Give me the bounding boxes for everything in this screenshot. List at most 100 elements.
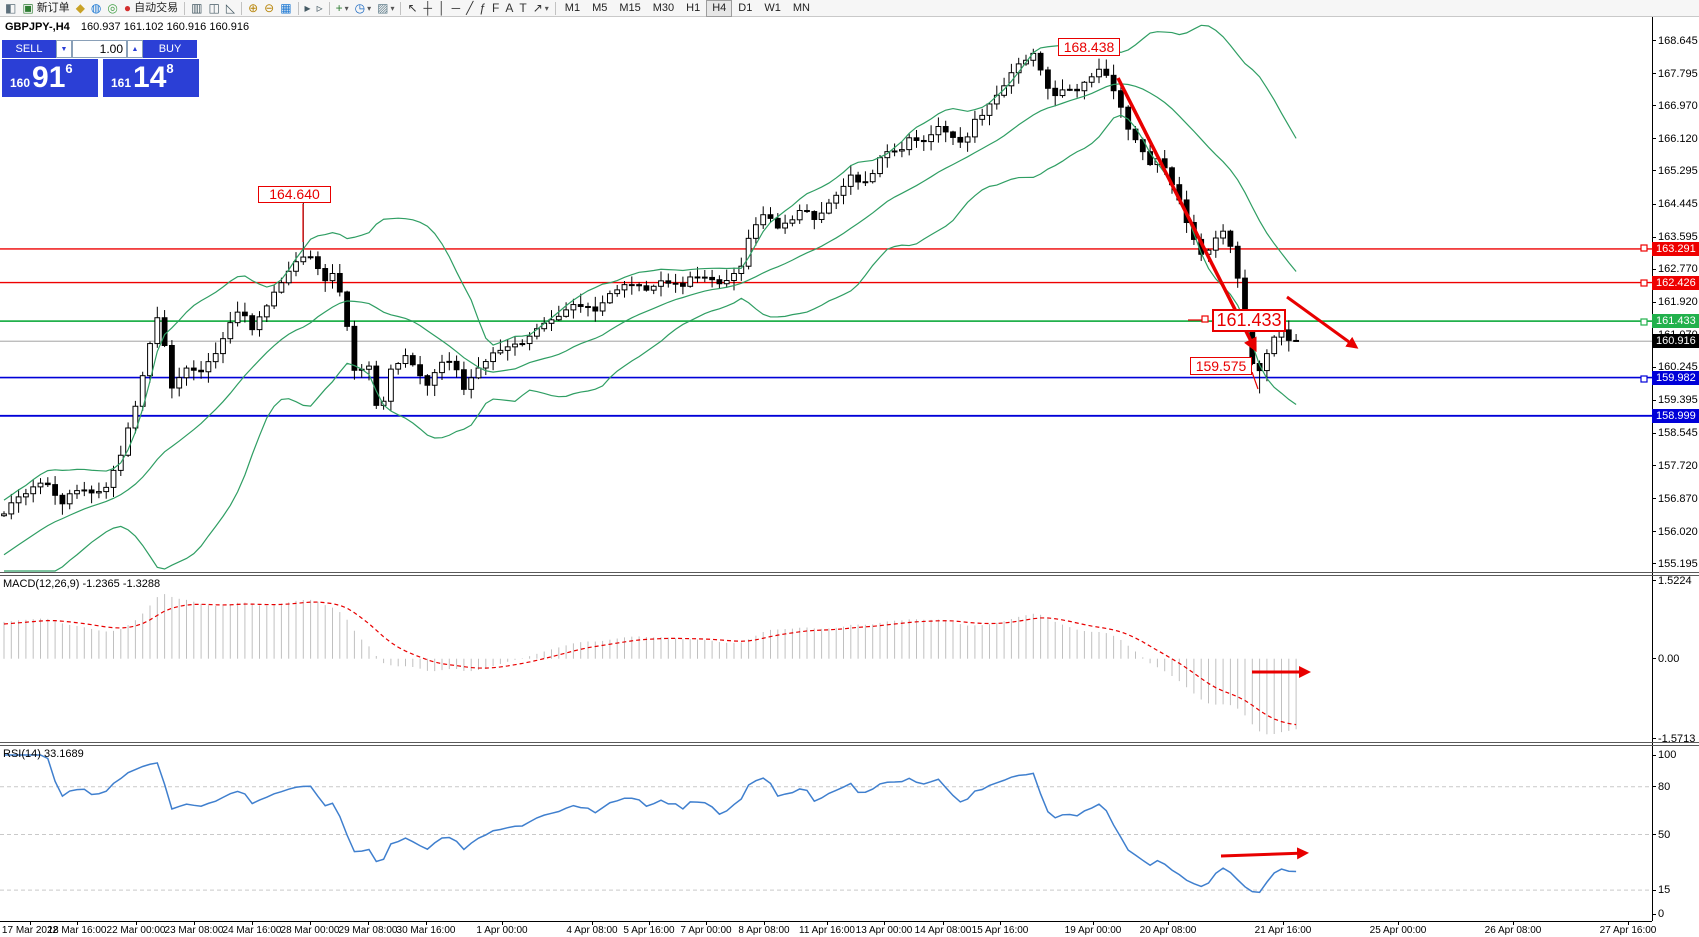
price-annotation-box[interactable]: 168.438	[1058, 38, 1120, 56]
chart-window-icon[interactable]: ◧	[2, 1, 19, 16]
text-button[interactable]: A	[502, 1, 516, 16]
terminal-button[interactable]: ◍	[88, 1, 104, 16]
timeframe-m5-button[interactable]: M5	[592, 1, 608, 14]
date-axis-border	[0, 921, 1652, 922]
timeframe-h4-button[interactable]: H4	[706, 0, 733, 17]
sell-price-pip: 6	[65, 61, 73, 76]
fibonacci-icon: ƒ	[479, 0, 486, 15]
bar-chart-icon: ▥	[191, 0, 203, 15]
macd-panel-splitter-line	[0, 575, 1699, 576]
timeframe-mn-button[interactable]: MN	[792, 1, 810, 14]
arrows-button[interactable]: ↗ ▾	[530, 1, 552, 16]
candlestick-series	[1, 48, 1299, 520]
horizontal-line-icon: ─	[451, 0, 461, 15]
price-axis-border	[1652, 16, 1653, 921]
toolbar: ◧ ▣ 新订单 ◆ ◍ ◎ ● 自动交易 ▥ ◫ ◺ ⊕ ⊖ ▦ ▸ ▹ + ▾ ◷ ▾ ▨ ▾ ↖ ┼ │ ─ ╱ ƒ F A T ↗ ▾ M1…	[0, 0, 1699, 17]
styler-button[interactable]: ◆	[73, 1, 88, 16]
sell-price-display[interactable]: 160 91 6	[2, 59, 98, 97]
toolbar-separator	[184, 1, 186, 15]
timeframe-m30-button[interactable]: M30	[652, 1, 675, 14]
signal-button[interactable]: ◎	[104, 1, 120, 16]
candlestick-chart-button[interactable]: ◫	[205, 1, 222, 16]
bar-chart-button[interactable]: ▥	[188, 1, 205, 16]
channel-icon: F	[492, 0, 500, 15]
auto-scroll-button[interactable]: ▹	[314, 1, 326, 16]
text-label-button[interactable]: T	[516, 1, 529, 16]
arrows-icon: ↗	[532, 0, 543, 15]
vertical-line-button[interactable]: │	[435, 1, 449, 16]
rsi-indicator-label: RSI(14) 33.1689	[3, 748, 84, 760]
line-chart-icon: ◺	[225, 0, 236, 15]
channel-button[interactable]: F	[489, 1, 502, 16]
buy-price-big: 14	[133, 61, 167, 94]
lot-size-input[interactable]	[72, 40, 127, 58]
timeframe-m1-button[interactable]: M1	[564, 1, 581, 14]
buy-price-display[interactable]: 161 14 8	[103, 59, 199, 97]
auto-scroll-icon: ▹	[316, 0, 323, 15]
periods-icon: ◷	[354, 0, 366, 15]
scroll-to-end-button[interactable]: ▸	[302, 1, 314, 16]
price-annotation-box[interactable]: 159.575	[1190, 357, 1252, 375]
crosshair-icon: ┼	[423, 0, 433, 15]
chevron-down-icon: ▾	[367, 3, 372, 13]
candlestick-chart-icon: ◫	[208, 0, 220, 15]
zoom-in-button[interactable]: ⊕	[245, 1, 261, 16]
horizontal-line-button[interactable]: ─	[449, 1, 464, 16]
tile-windows-button[interactable]: ▦	[277, 1, 294, 16]
buy-button[interactable]: BUY	[143, 40, 197, 58]
timeframe-w1-button[interactable]: W1	[764, 1, 781, 14]
price-annotation-box[interactable]: 161.433	[1212, 309, 1286, 332]
trendline-button[interactable]: ╱	[463, 1, 476, 16]
text-label-icon: T	[519, 0, 527, 15]
zoom-in-icon: ⊕	[248, 0, 259, 15]
crosshair-button[interactable]: ┼	[421, 1, 436, 16]
sell-price-big: 91	[32, 61, 66, 94]
toolbar-separator	[241, 1, 243, 15]
chart-window-icon-icon: ◧	[5, 0, 17, 15]
ohlc-readout: 160.937 161.102 160.916 160.916	[80, 21, 250, 33]
new-order-button-label: 新订单	[36, 1, 70, 14]
auto-trading-button[interactable]: ● 自动交易	[121, 1, 181, 16]
new-order-button[interactable]: ▣ 新订单	[19, 1, 72, 16]
one-click-trading-panel: SELL ▼ ▲ BUY 160 91 6 161 14 8	[2, 40, 199, 97]
templates-icon: ▨	[377, 0, 389, 15]
periods-button[interactable]: ◷ ▾	[352, 1, 375, 16]
chart-title: GBPJPY-,H4 160.937 161.102 160.916 160.9…	[5, 21, 249, 33]
terminal-icon: ◍	[90, 0, 102, 15]
price-annotation-box[interactable]: 164.640	[258, 186, 331, 203]
toolbar-separator	[328, 1, 330, 15]
auto-trading-button-label: 自动交易	[134, 1, 179, 14]
signal-icon: ◎	[107, 0, 118, 15]
buy-price-prefix: 161	[111, 76, 132, 90]
styler-icon: ◆	[75, 0, 85, 15]
add-indicator-button[interactable]: + ▾	[333, 1, 352, 16]
templates-button[interactable]: ▨ ▾	[374, 1, 397, 16]
cursor-button[interactable]: ↖	[404, 1, 420, 16]
timeframe-h1-button[interactable]: H1	[686, 1, 701, 14]
text-icon: A	[505, 0, 514, 15]
buy-price-pip: 8	[166, 61, 174, 76]
auto-trading-icon: ●	[123, 0, 132, 15]
sell-price-prefix: 160	[10, 76, 31, 90]
vertical-line-icon: │	[438, 0, 446, 15]
rsi-panel-splitter[interactable]	[0, 742, 1699, 743]
timeframe-d1-button[interactable]: D1	[738, 1, 753, 14]
toolbar-separator	[554, 1, 556, 15]
lot-decrease-button[interactable]: ▼	[56, 40, 72, 58]
line-chart-button[interactable]: ◺	[223, 1, 238, 16]
toolbar-separator	[400, 1, 402, 15]
zoom-out-icon: ⊖	[264, 0, 275, 15]
chevron-down-icon: ▾	[390, 3, 395, 13]
fibonacci-button[interactable]: ƒ	[476, 1, 489, 16]
zoom-out-button[interactable]: ⊖	[261, 1, 277, 16]
lot-increase-button[interactable]: ▲	[127, 40, 143, 58]
trendline-icon: ╱	[466, 0, 474, 15]
timeframe-m15-button[interactable]: M15	[619, 1, 641, 14]
toolbar-separator	[297, 1, 299, 15]
macd-panel-splitter[interactable]	[0, 572, 1699, 573]
chevron-down-icon: ▾	[544, 3, 549, 13]
sell-button[interactable]: SELL	[2, 40, 56, 58]
add-indicator-icon: +	[335, 0, 343, 15]
